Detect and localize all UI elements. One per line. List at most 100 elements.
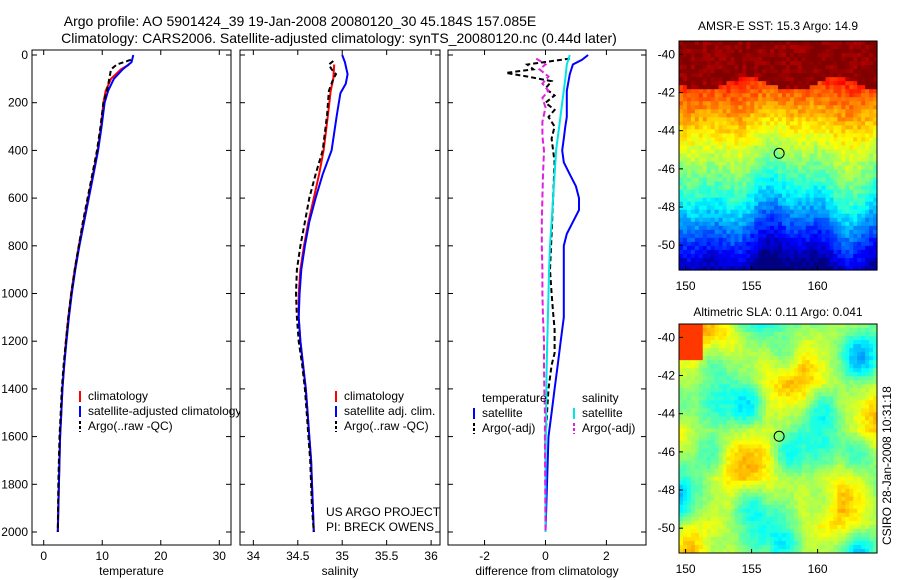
heatmap-cell — [837, 85, 842, 90]
heatmap-cell — [774, 49, 779, 54]
heatmap-cell — [841, 440, 846, 446]
heatmap-cell — [869, 229, 874, 235]
heatmap-cell — [861, 468, 866, 474]
heatmap-cell — [734, 332, 739, 337]
heatmap-cell — [722, 257, 728, 263]
heatmap-cell — [679, 412, 684, 418]
heatmap-cell — [774, 456, 779, 462]
heatmap-cell — [793, 452, 799, 458]
heatmap-cell — [679, 233, 684, 239]
heatmap-cell — [706, 328, 712, 333]
heatmap-cell — [778, 368, 783, 373]
heatmap-cell — [766, 249, 771, 255]
heatmap-cell — [710, 65, 716, 70]
heatmap-cell — [702, 149, 708, 155]
heatmap-cell — [730, 257, 736, 263]
heatmap-cell — [809, 237, 815, 243]
heatmap-cell — [679, 460, 684, 466]
heatmap-cell — [829, 65, 835, 70]
heatmap-cell — [742, 400, 747, 405]
heatmap-cell — [698, 209, 704, 215]
heatmap-cell — [861, 221, 866, 227]
heatmap-cell — [754, 440, 759, 446]
heatmap-cell — [710, 61, 716, 66]
heatmap-cell — [857, 53, 862, 58]
heatmap-cell — [750, 468, 755, 474]
heatmap-cell — [694, 376, 700, 381]
heatmap-cell — [694, 424, 700, 430]
legend-label: satellite adj. clim. — [344, 404, 435, 418]
heatmap-cell — [750, 57, 755, 62]
heatmap-cell — [837, 356, 842, 361]
heatmap-cell — [766, 444, 771, 450]
heatmap-cell — [869, 197, 874, 203]
heatmap-cell — [746, 89, 751, 94]
heatmap-cell — [873, 137, 878, 143]
heatmap-cell — [873, 197, 878, 203]
heatmap-cell — [686, 165, 692, 171]
heatmap-cell — [789, 61, 795, 66]
heatmap-cell — [762, 101, 767, 106]
heatmap-cell — [821, 61, 827, 66]
heatmap-cell — [853, 257, 858, 263]
heatmap-cell — [845, 424, 850, 430]
heatmap-cell — [845, 69, 850, 74]
heatmap-cell — [873, 237, 878, 243]
heatmap-cell — [873, 225, 878, 231]
heatmap-cell — [710, 265, 716, 271]
heatmap-cell — [726, 257, 732, 263]
heatmap-cell — [865, 464, 870, 470]
heatmap-cell — [801, 372, 807, 377]
heatmap-cell — [714, 436, 720, 442]
heatmap-cell — [841, 105, 846, 110]
heatmap-cell — [702, 356, 708, 361]
heatmap-cell — [710, 193, 716, 199]
heatmap-cell — [789, 233, 795, 239]
heatmap-cell — [694, 45, 700, 50]
heatmap-cell — [702, 41, 708, 46]
heatmap-cell — [841, 352, 846, 357]
heatmap-cell — [698, 53, 704, 58]
heatmap-cell — [766, 133, 771, 139]
heatmap-cell — [742, 424, 747, 430]
heatmap-cell — [813, 169, 819, 175]
heatmap-cell — [706, 225, 712, 231]
heatmap-cell — [837, 117, 842, 122]
heatmap-cell — [746, 372, 751, 377]
heatmap-cell — [817, 332, 823, 337]
heatmap-cell — [813, 41, 819, 46]
heatmap-cell — [833, 73, 838, 78]
heatmap-cell — [758, 396, 763, 401]
sla-map-title: Altimetric SLA: 0.11 Argo: 0.041 — [693, 305, 863, 319]
heatmap-cell — [770, 97, 775, 102]
heatmap-cell — [679, 137, 684, 143]
heatmap-cell — [789, 129, 795, 135]
heatmap-cell — [857, 141, 862, 147]
heatmap-cell — [774, 105, 779, 110]
heatmap-cell — [718, 117, 724, 122]
heatmap-cell — [702, 241, 708, 247]
heatmap-cell — [690, 460, 696, 466]
heatmap-cell — [726, 89, 732, 94]
heatmap-cell — [797, 233, 803, 239]
heatmap-cell — [746, 261, 751, 267]
heatmap-cell — [730, 237, 736, 243]
heatmap-cell — [845, 257, 850, 263]
heatmap-cell — [710, 201, 716, 207]
heatmap-cell — [837, 332, 842, 337]
heatmap-cell — [801, 261, 807, 267]
heatmap-cell — [694, 408, 700, 413]
heatmap-cell — [766, 237, 771, 243]
heatmap-cell — [706, 109, 712, 114]
heatmap-cell — [734, 368, 739, 373]
heatmap-cell — [861, 384, 866, 389]
heatmap-cell — [837, 129, 842, 135]
heatmap-cell — [758, 217, 763, 223]
heatmap-cell — [845, 181, 850, 187]
heatmap-cell — [797, 77, 803, 82]
heatmap-cell — [829, 153, 835, 159]
heatmap-cell — [817, 57, 823, 62]
heatmap-cell — [809, 416, 815, 422]
heatmap-cell — [873, 340, 878, 345]
heatmap-cell — [682, 129, 688, 135]
